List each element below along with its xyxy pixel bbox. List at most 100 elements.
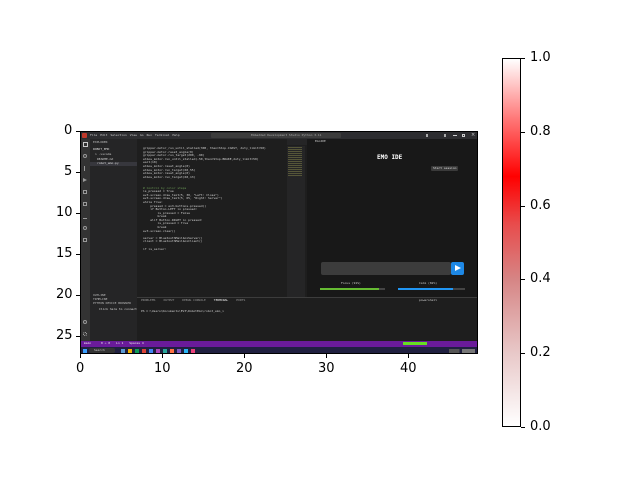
menu-edit[interactable]: Edit [100,132,108,137]
menu-help[interactable]: Help [172,132,180,137]
menu-selection[interactable]: Selection [110,132,127,137]
timeline-section[interactable]: TIMELINE [93,297,108,301]
calm-meter [398,288,465,290]
explorer-folder[interactable]: ROBOT_EMO [93,147,110,151]
x-tick-mark [326,354,327,358]
menu-run[interactable]: Run [146,132,153,137]
remote-icon[interactable] [83,202,87,206]
app-icon[interactable] [177,349,181,353]
colorbar-tick-mark [521,205,525,207]
code-line: elif Button.RIGHT in pressed: [143,217,203,222]
account-icon[interactable] [83,320,87,324]
y-tick-mark [76,254,80,255]
colorbar-tick-label: 0.4 [530,271,551,287]
colorbar-tick-mark [521,58,525,59]
activity-bar [81,139,90,345]
code-line: ev3.screen.draw_text(5, 65, "Right: Serv… [143,196,223,201]
minimap[interactable] [287,146,305,297]
source-control-icon[interactable] [84,166,88,171]
status-problems[interactable]: 0 ⚠ 0 [101,341,111,345]
explorer-item-readme[interactable]: README.md [97,157,114,161]
menu-go[interactable]: Go [139,132,144,137]
taskbar-apps[interactable] [121,349,195,353]
x-tick-label: 20 [236,361,253,376]
message-input[interactable] [321,262,451,275]
menu-terminal[interactable]: Terminal [155,132,170,137]
files-icon[interactable] [83,142,88,147]
x-tick-label: 10 [154,361,171,376]
tab-debug-console[interactable]: DEBUG CONSOLE [182,298,206,302]
emo-ide-panel: EmoIDE EMO IDE Start session Focus (91%)… [307,139,477,297]
command-search-box[interactable]: Embedded Development Studio Python 3.11 [211,133,341,138]
app-icon[interactable] [121,349,125,353]
run-debug-icon[interactable] [83,178,87,182]
app-icon[interactable] [170,349,174,353]
tab-ports[interactable]: PORTS [236,298,246,302]
status-bar: main 0 ⚠ 0 Ln 1 Spaces 4 [81,341,477,347]
app-icon[interactable] [191,349,195,353]
tab-terminal[interactable]: TERMINAL [213,298,229,302]
outline-section[interactable]: OUTLINE [93,293,106,297]
explorer-item-vscode[interactable]: > .vscode [95,152,112,156]
system-tray[interactable] [449,349,475,353]
app-icon[interactable] [142,349,146,353]
y-tick-mark [76,336,80,337]
flask-icon[interactable] [83,214,87,219]
colorbar-tick-label: 0.2 [530,345,551,361]
close-button[interactable]: × [471,132,476,138]
colorbar-tick-mark [521,131,525,133]
code-editor[interactable]: grippar.motor_run_until_stalled(300, the… [137,139,287,297]
device-icon[interactable] [83,238,87,242]
focus-label: Focus (91%) [341,281,361,285]
tab-output[interactable]: OUTPUT [163,298,175,302]
terminal-shell-label[interactable]: powershell [419,298,438,302]
colorbar-tick-label: 0.8 [530,123,551,139]
calm-label: Calm (82%) [419,281,438,285]
y-tick-label: 10 [56,205,73,220]
code-lines: grippar.motor_run_until_stalled(300, the… [143,146,266,251]
code-line: client = BluetoothMailboxClient() [143,239,203,244]
menu-file[interactable]: File [90,132,98,137]
start-session-button[interactable]: Start session [431,166,459,171]
gear-icon[interactable] [83,332,87,336]
device-browser-section[interactable]: PYTHON DEVICE BROWSER [93,301,131,305]
terminal-panel[interactable]: PROBLEMS OUTPUT DEBUG CONSOLE TERMINAL P… [137,297,477,345]
layout-controls[interactable] [426,134,446,137]
start-menu-icon[interactable] [83,349,87,353]
x-tick-label: 0 [76,361,85,376]
menu-view[interactable]: View [129,132,137,137]
app-icon[interactable] [163,349,167,353]
extensions-icon[interactable] [83,190,87,194]
tab-problems[interactable]: PROBLEMS [141,298,156,302]
code-line: grippar.motor_run_until_stalled(300, the… [143,146,266,150]
app-icon[interactable] [135,349,139,353]
code-line: ev3.screen.clear() [143,228,176,233]
app-icon[interactable] [156,349,160,353]
status-spaces[interactable]: Spaces 4 [129,341,144,345]
screenshot-frame: File Edit Selection View Go Run Terminal… [80,131,478,354]
status-branch[interactable]: main [84,341,92,345]
code-line: break [143,214,167,219]
y-tick-mark [76,172,80,173]
y-tick-label: 20 [56,287,73,302]
search-icon[interactable] [83,154,87,158]
y-tick-mark [76,213,80,214]
status-line[interactable]: Ln 1 [116,341,124,345]
code-line: is_pressed = False [143,210,190,215]
maximize-button[interactable] [462,134,465,137]
y-tick-label: 0 [64,123,73,138]
connect-device-link[interactable]: Click here to connect... [99,307,143,311]
y-tick-mark [76,131,80,132]
emo-pane-tab[interactable]: EmoIDE [315,139,326,143]
colorbar-tick-mark [521,427,525,428]
app-icon[interactable] [128,349,132,353]
minimize-button[interactable] [453,135,457,136]
app-icon[interactable] [184,349,188,353]
focus-meter [320,288,385,290]
send-button[interactable] [451,262,464,275]
taskbar-search-box[interactable]: Search [89,348,115,353]
app-icon[interactable] [149,349,153,353]
explorer-item-selected[interactable]: robot_emo.py [90,162,137,166]
window-titlebar: File Edit Selection View Go Run Terminal… [81,132,477,139]
settings-sync-icon[interactable] [83,226,87,230]
